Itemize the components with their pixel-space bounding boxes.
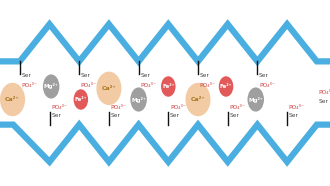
Text: Ca²⁺: Ca²⁺ [5, 97, 20, 102]
Text: Mg²⁺: Mg²⁺ [131, 97, 146, 102]
Text: Ser: Ser [140, 73, 150, 78]
Text: Ser: Ser [51, 113, 61, 118]
Text: Ser: Ser [318, 99, 328, 104]
Text: PO₄³⁻: PO₄³⁻ [140, 83, 156, 88]
Ellipse shape [219, 76, 233, 97]
Text: PO₄³⁻: PO₄³⁻ [259, 83, 275, 88]
Text: Ser: Ser [81, 73, 91, 78]
Text: Ca²⁺: Ca²⁺ [102, 86, 116, 91]
Ellipse shape [161, 76, 176, 97]
Ellipse shape [248, 87, 264, 112]
Text: Ser: Ser [259, 73, 269, 78]
Text: Mg²⁺: Mg²⁺ [248, 97, 263, 102]
Text: PO₄³⁻: PO₄³⁻ [51, 105, 67, 110]
Text: Fe²⁺: Fe²⁺ [162, 84, 175, 89]
Text: Ser: Ser [200, 73, 210, 78]
Text: PO₄³⁻: PO₄³⁻ [289, 105, 305, 110]
Text: Ser: Ser [21, 73, 31, 78]
Text: PO₄³⁻: PO₄³⁻ [200, 83, 215, 88]
Ellipse shape [130, 87, 147, 112]
Text: Ca²⁺: Ca²⁺ [191, 97, 205, 102]
Text: PO₄³⁻: PO₄³⁻ [21, 83, 37, 88]
Text: PO₄³⁻: PO₄³⁻ [111, 105, 126, 110]
Ellipse shape [43, 74, 59, 99]
Text: Ser: Ser [111, 113, 120, 118]
Ellipse shape [96, 72, 121, 105]
Text: PO₄³⁻: PO₄³⁻ [229, 105, 245, 110]
Text: Ser: Ser [170, 113, 180, 118]
Ellipse shape [74, 89, 88, 110]
Text: Fe²⁺: Fe²⁺ [75, 97, 87, 102]
Text: PO₄³⁻: PO₄³⁻ [318, 90, 330, 95]
Text: Ser: Ser [289, 113, 299, 118]
Text: PO₄³⁻: PO₄³⁻ [170, 105, 186, 110]
Text: Ser: Ser [229, 113, 239, 118]
Text: PO₄³⁻: PO₄³⁻ [81, 83, 97, 88]
Ellipse shape [0, 83, 25, 116]
Text: Mg²⁺: Mg²⁺ [44, 84, 58, 89]
Ellipse shape [185, 83, 211, 116]
Text: Fe²⁺: Fe²⁺ [220, 84, 232, 89]
